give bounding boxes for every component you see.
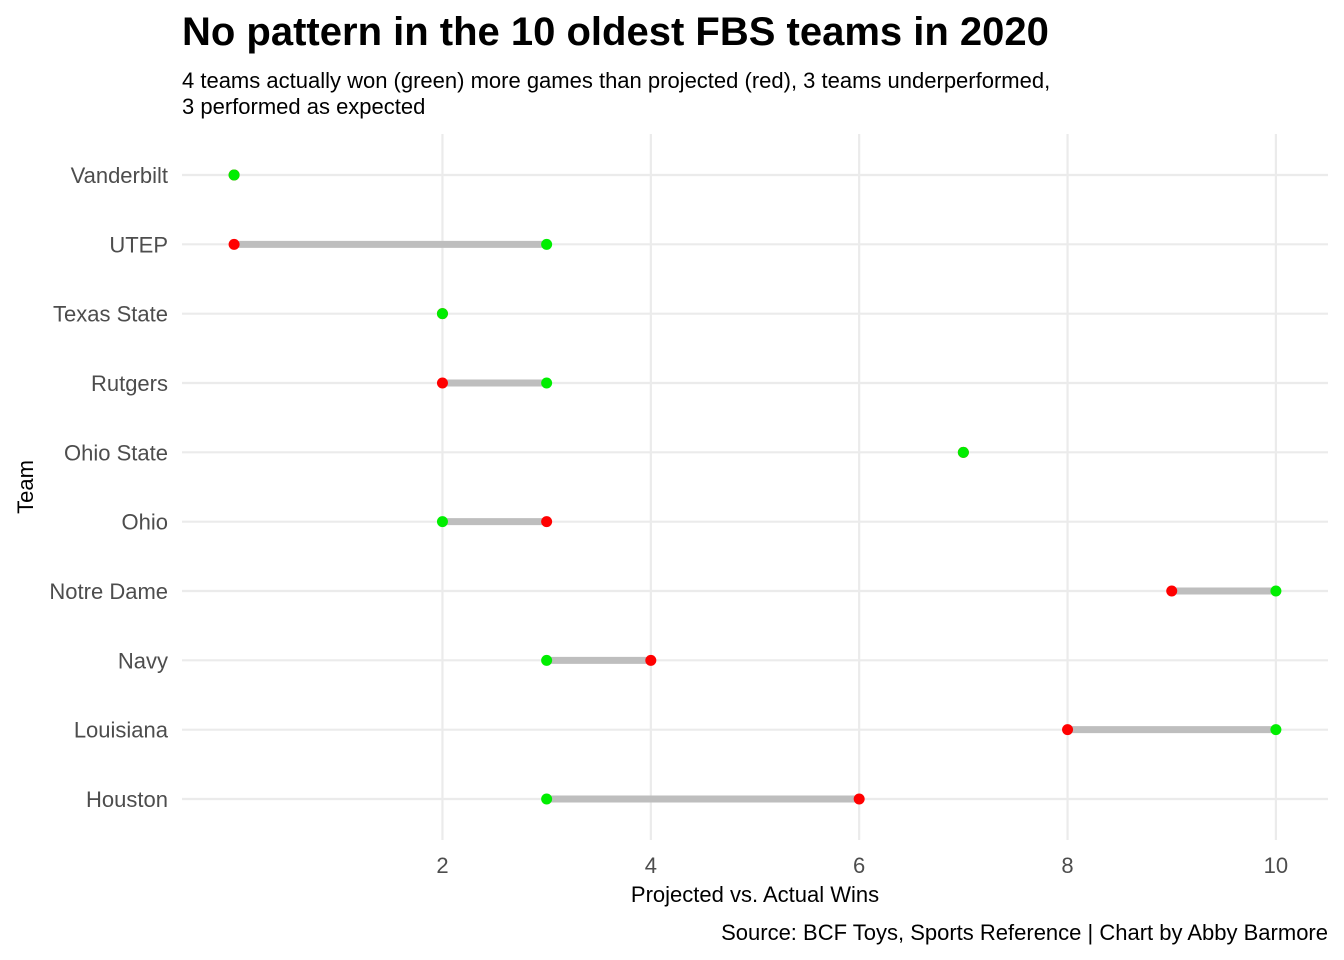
x-axis-tick-labels: 2 4 6 8 10 bbox=[436, 853, 1288, 878]
y-tick-label-louisiana: Louisiana bbox=[74, 718, 169, 743]
point-projected-houston bbox=[853, 793, 865, 805]
point-projected-ohio bbox=[541, 516, 553, 528]
y-tick-label-houston: Houston bbox=[86, 787, 168, 812]
point-actual-ohio bbox=[436, 516, 448, 528]
chart-subtitle: 4 teams actually won (green) more games … bbox=[182, 68, 1051, 119]
point-actual-navy bbox=[541, 654, 553, 666]
point-projected-navy bbox=[645, 654, 657, 666]
chart-caption: Source: BCF Toys, Sports Reference | Cha… bbox=[721, 920, 1328, 945]
segments-layer bbox=[234, 240, 1276, 803]
point-projected-rutgers bbox=[436, 377, 448, 389]
point-actual-ohio-state bbox=[957, 446, 969, 458]
y-tick-label-texas-state: Texas State bbox=[53, 302, 168, 327]
points-layer bbox=[228, 169, 1282, 805]
y-axis-tick-labels: Vanderbilt UTEP Texas State Rutgers Ohio Sta… bbox=[49, 163, 168, 812]
point-actual-notre-dame bbox=[1270, 585, 1282, 597]
chart-title: No pattern in the 10 oldest FBS teams in… bbox=[182, 10, 1049, 54]
y-tick-label-navy: Navy bbox=[118, 648, 168, 673]
point-projected-utep bbox=[228, 238, 240, 250]
point-projected-notre-dame bbox=[1166, 585, 1178, 597]
point-actual-utep bbox=[541, 238, 553, 250]
point-actual-houston bbox=[541, 793, 553, 805]
y-tick-label-vanderbilt: Vanderbilt bbox=[71, 163, 168, 188]
x-tick-label-10: 10 bbox=[1264, 853, 1288, 878]
point-projected-louisiana bbox=[1062, 724, 1074, 736]
x-tick-label-4: 4 bbox=[645, 853, 657, 878]
point-actual-texas-state bbox=[436, 308, 448, 320]
y-tick-label-ohio-state: Ohio State bbox=[64, 440, 168, 465]
y-tick-label-utep: UTEP bbox=[109, 232, 168, 257]
major-gridlines bbox=[182, 134, 1328, 840]
x-axis-label: Projected vs. Actual Wins bbox=[631, 882, 879, 907]
point-actual-vanderbilt bbox=[228, 169, 240, 181]
x-tick-label-8: 8 bbox=[1061, 853, 1073, 878]
point-actual-louisiana bbox=[1270, 724, 1282, 736]
y-axis-label: Team bbox=[13, 460, 38, 514]
point-actual-rutgers bbox=[541, 377, 553, 389]
y-tick-label-notre-dame: Notre Dame bbox=[49, 579, 168, 604]
y-tick-label-ohio: Ohio bbox=[122, 510, 168, 535]
x-tick-label-2: 2 bbox=[436, 853, 448, 878]
x-tick-label-6: 6 bbox=[853, 853, 865, 878]
y-tick-label-rutgers: Rutgers bbox=[91, 371, 168, 396]
